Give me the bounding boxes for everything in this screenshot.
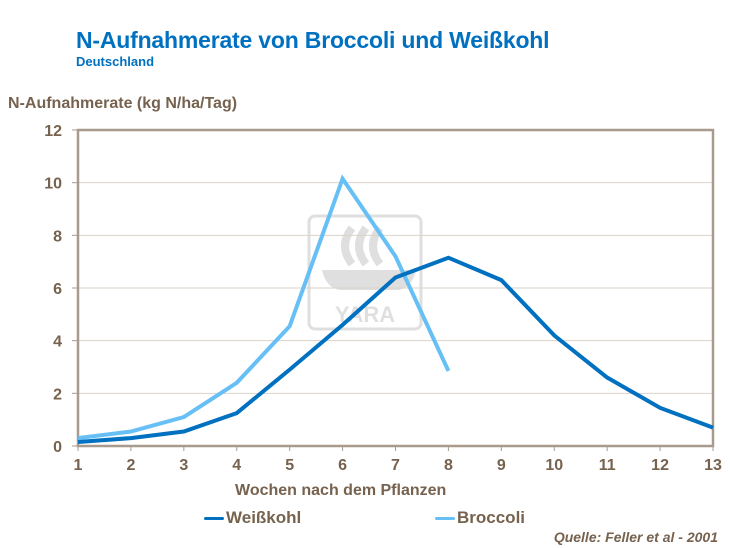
source-note: Quelle: Feller et al - 2001 bbox=[553, 529, 718, 545]
x-tick-label: 6 bbox=[338, 457, 347, 474]
x-axis-ticks: 1 2 3 4 5 6 7 8 9 10 11 12 13 bbox=[74, 446, 722, 474]
x-tick-label: 3 bbox=[179, 457, 188, 474]
gridlines bbox=[78, 182, 713, 394]
series-line-broccoli bbox=[77, 174, 451, 441]
legend-item-weisskohl: Weißkohl bbox=[204, 508, 301, 528]
x-tick-label: 10 bbox=[545, 457, 563, 474]
legend-swatch-broccoli bbox=[435, 516, 455, 520]
y-tick-label: 12 bbox=[44, 123, 62, 140]
x-tick-label: 9 bbox=[497, 457, 506, 474]
watermark-ship bbox=[322, 270, 416, 290]
y-tick-label: 0 bbox=[53, 439, 62, 456]
data-series bbox=[77, 174, 714, 445]
y-tick-label: 10 bbox=[44, 176, 62, 193]
legend-label-weisskohl: Weißkohl bbox=[226, 508, 302, 527]
x-tick-label: 11 bbox=[599, 457, 616, 474]
x-axis-label: Wochen nach dem Pflanzen bbox=[235, 482, 447, 499]
x-tick-label: 12 bbox=[651, 457, 669, 474]
y-tick-label: 8 bbox=[53, 228, 62, 245]
y-tick-label: 4 bbox=[53, 334, 62, 351]
x-tick-label: 7 bbox=[391, 457, 400, 474]
x-tick-label: 1 bbox=[74, 457, 83, 474]
legend-item-broccoli: Broccoli bbox=[435, 508, 525, 528]
x-tick-label: 5 bbox=[285, 457, 294, 474]
legend-label-broccoli: Broccoli bbox=[457, 508, 526, 527]
x-tick-label: 4 bbox=[232, 457, 241, 474]
x-tick-label: 13 bbox=[704, 457, 722, 474]
y-tick-label: 2 bbox=[53, 386, 62, 403]
y-axis-ticks: 0 2 4 6 8 10 12 bbox=[44, 123, 78, 456]
y-axis-label: N-Aufnahmerate (kg N/ha/Tag) bbox=[8, 95, 238, 112]
x-tick-label: 8 bbox=[444, 457, 453, 474]
chart-title: N-Aufnahmerate von Broccoli und Weißkohl bbox=[76, 27, 550, 53]
legend-swatch-weisskohl bbox=[204, 516, 224, 520]
chart-subtitle: Deutschland bbox=[76, 54, 155, 69]
y-tick-label: 6 bbox=[53, 281, 62, 298]
series-line-weisskohl bbox=[77, 255, 714, 445]
watermark-sail bbox=[341, 225, 356, 267]
watermark-sail bbox=[355, 225, 370, 267]
x-tick-label: 2 bbox=[126, 457, 135, 474]
